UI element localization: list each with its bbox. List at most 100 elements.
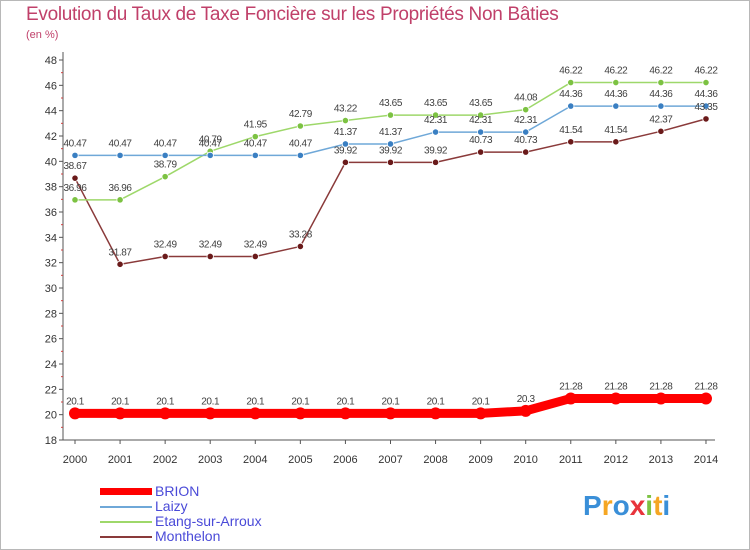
data-label: 44.36 bbox=[604, 89, 628, 100]
y-tick-label: 32 bbox=[45, 258, 57, 270]
data-label: 44.36 bbox=[649, 89, 673, 100]
data-label: 20.1 bbox=[382, 396, 401, 407]
y-tick-label: 20 bbox=[45, 410, 57, 422]
data-label: 32.49 bbox=[199, 239, 223, 250]
data-point bbox=[384, 407, 397, 420]
data-label: 40.79 bbox=[199, 134, 223, 145]
data-label: 40.47 bbox=[199, 138, 223, 149]
x-tick-label: 2005 bbox=[288, 454, 312, 466]
y-tick-label: 38 bbox=[45, 182, 57, 194]
data-point bbox=[249, 407, 262, 420]
data-point bbox=[251, 133, 259, 141]
legend-label: Etang-sur-Arroux bbox=[155, 513, 262, 529]
data-point bbox=[206, 252, 214, 261]
y-tick-label: 48 bbox=[45, 55, 57, 67]
logo-letter: i bbox=[645, 490, 654, 521]
data-label: 40.73 bbox=[514, 135, 538, 146]
data-label: 46.22 bbox=[649, 66, 673, 77]
data-label: 32.49 bbox=[244, 239, 268, 250]
data-point bbox=[567, 138, 575, 146]
data-point bbox=[522, 128, 530, 136]
data-point bbox=[702, 102, 710, 110]
data-point bbox=[702, 78, 710, 87]
data-label: 36.96 bbox=[109, 183, 133, 194]
data-label: 39.92 bbox=[334, 145, 358, 156]
data-point bbox=[522, 148, 530, 156]
data-point bbox=[699, 392, 712, 405]
data-point bbox=[431, 128, 440, 136]
data-label: 43.65 bbox=[469, 98, 493, 109]
data-point bbox=[474, 407, 487, 420]
data-point bbox=[296, 242, 304, 251]
data-point bbox=[69, 407, 81, 420]
x-tick-label: 2000 bbox=[63, 454, 87, 466]
data-label: 40.73 bbox=[469, 135, 493, 146]
y-tick-label: 22 bbox=[45, 384, 57, 396]
data-point bbox=[702, 115, 710, 123]
data-label: 21.28 bbox=[604, 381, 628, 392]
x-tick-label: 2007 bbox=[378, 454, 402, 466]
data-label: 20.1 bbox=[201, 396, 220, 407]
logo-letter: r bbox=[601, 490, 613, 521]
data-point bbox=[341, 158, 350, 166]
data-label: 40.47 bbox=[109, 138, 133, 149]
data-point bbox=[341, 116, 350, 125]
y-tick-label: 46 bbox=[45, 80, 57, 92]
data-label: 46.22 bbox=[604, 66, 628, 77]
data-point bbox=[657, 127, 665, 135]
data-label: 40.47 bbox=[289, 138, 313, 149]
data-point bbox=[339, 407, 352, 420]
data-label: 20.1 bbox=[111, 396, 130, 407]
data-point bbox=[429, 407, 442, 420]
logo-letter: P bbox=[583, 490, 602, 521]
data-label: 32.49 bbox=[154, 239, 178, 250]
data-point bbox=[296, 151, 304, 159]
legend-label: Laizy bbox=[155, 498, 188, 514]
data-point bbox=[71, 151, 79, 159]
data-point bbox=[159, 407, 172, 420]
data-label: 39.92 bbox=[379, 145, 403, 156]
data-point bbox=[114, 407, 127, 420]
data-label: 46.22 bbox=[559, 66, 583, 77]
x-tick-label: 2006 bbox=[333, 454, 357, 466]
data-label: 40.47 bbox=[63, 138, 87, 149]
x-tick-label: 2008 bbox=[423, 454, 447, 466]
data-label: 20.1 bbox=[291, 396, 310, 407]
data-label: 38.67 bbox=[63, 161, 87, 172]
data-label: 20.1 bbox=[472, 396, 491, 407]
data-label: 41.95 bbox=[244, 120, 268, 131]
legend-label: Monthelon bbox=[155, 528, 221, 544]
data-label: 46.22 bbox=[694, 66, 718, 77]
data-point bbox=[116, 196, 124, 204]
x-tick-label: 2009 bbox=[468, 454, 492, 466]
data-label: 33.28 bbox=[289, 229, 313, 240]
y-tick-label: 36 bbox=[45, 207, 57, 219]
data-point bbox=[204, 407, 217, 420]
proxiti-logo: Proxiti bbox=[583, 490, 670, 522]
y-tick-label: 34 bbox=[45, 232, 57, 244]
data-point bbox=[612, 78, 620, 87]
data-point bbox=[296, 122, 304, 130]
x-tick-label: 2014 bbox=[694, 454, 718, 466]
data-point bbox=[431, 111, 440, 119]
data-point bbox=[657, 102, 665, 110]
data-point bbox=[519, 404, 532, 417]
data-label: 20.1 bbox=[246, 396, 265, 407]
data-point bbox=[567, 102, 575, 110]
data-label: 39.92 bbox=[424, 145, 448, 156]
data-point bbox=[116, 151, 124, 159]
logo-letter: t bbox=[653, 490, 663, 521]
data-point bbox=[294, 407, 307, 420]
data-point bbox=[251, 151, 259, 159]
data-point bbox=[609, 392, 622, 405]
data-label: 21.28 bbox=[559, 381, 583, 392]
data-label: 20.1 bbox=[336, 396, 355, 407]
data-label: 42.31 bbox=[469, 115, 493, 126]
legend-swatch-brion bbox=[100, 488, 152, 495]
data-label: 31.87 bbox=[109, 247, 133, 258]
data-label: 43.65 bbox=[379, 98, 403, 109]
data-point bbox=[477, 111, 485, 119]
data-point bbox=[71, 196, 79, 204]
x-tick-label: 2002 bbox=[153, 454, 177, 466]
data-label: 44.36 bbox=[694, 89, 718, 100]
